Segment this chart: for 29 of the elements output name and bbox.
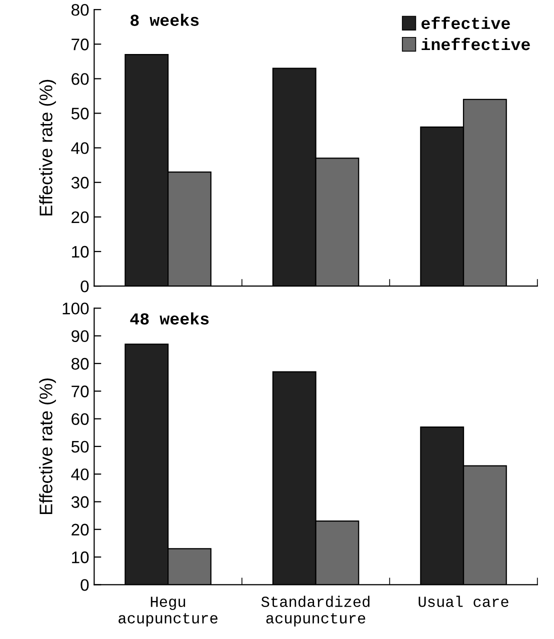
y-tick-label: 60 [72,413,89,425]
legend-label: effective [422,16,510,30]
y-axis-title: Effective rate (%) [39,378,56,514]
y-tick-label: 20 [72,524,89,536]
chart-title: 8 weeks [130,14,199,26]
y-tick-label: 70 [72,38,89,50]
y-tick-label: 50 [71,108,89,120]
y-tick-label: 70 [72,386,89,398]
y-tick-label: 0 [80,579,89,591]
y-tick-label: 10 [72,551,89,564]
y-tick-label: 60 [72,73,89,85]
y-tick-label: 90 [72,330,89,342]
y-tick-label: 80 [72,358,89,370]
y-tick-label: 80 [72,4,89,16]
legend-label: ineffective [422,38,530,50]
y-tick-label: 40 [71,468,89,480]
x-tick-label: Standardized acupuncture [261,596,370,626]
y-tick-label: 100 [62,302,89,314]
x-tick-label: Hegu acupuncture [118,596,218,626]
chart-title: 48 weeks [130,312,209,325]
y-tick-label: 50 [71,440,89,453]
y-tick-label: 30 [71,176,89,189]
y-tick-label: 0 [80,280,89,292]
y-tick-label: 20 [72,211,89,224]
y-tick-label: 30 [71,496,89,508]
y-tick-label: 10 [72,246,89,258]
y-tick-label: 40 [71,142,89,154]
y-axis-title: Effective rate (%) [39,80,56,216]
x-tick-label: Usual care [418,596,508,608]
